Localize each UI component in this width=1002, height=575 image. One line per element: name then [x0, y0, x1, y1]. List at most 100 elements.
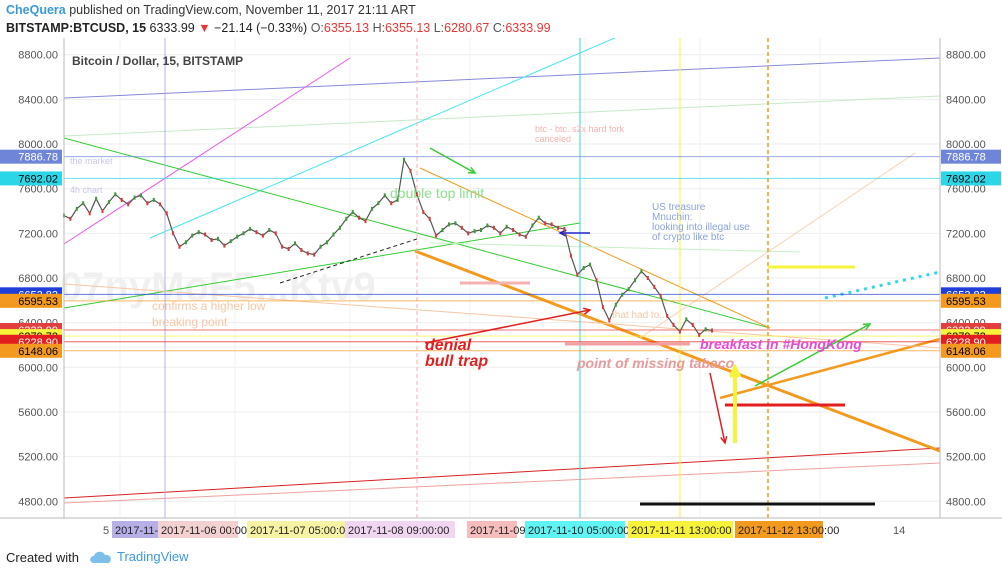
chart-svg[interactable]: 07nyMoF5...Ktv9 double top limit btc - bt…: [0, 0, 1002, 540]
y-tick-label-left: 7200.00: [18, 228, 58, 240]
trend-line: [149, 0, 705, 239]
candle-mark: [435, 233, 438, 238]
trend-line: [279, 237, 421, 284]
candle-mark: [646, 276, 649, 280]
candle-mark: [114, 192, 117, 197]
candle-mark: [499, 231, 502, 236]
y-tick-label-right: 5200.00: [946, 452, 986, 464]
y-tick-label-right: 6000.00: [946, 362, 986, 374]
candle-mark: [589, 262, 592, 267]
candle-mark: [492, 225, 495, 230]
x-range-label: 2017-11-06 00:00:00: [161, 525, 262, 537]
candle-mark: [210, 238, 213, 242]
candle-mark: [204, 232, 207, 237]
candle-mark: [95, 196, 98, 201]
arrow-head: [728, 363, 742, 378]
tradingview-cloud-icon: [90, 551, 111, 563]
trend-line: [63, 57, 941, 99]
price-label-right: 6595.53: [946, 296, 986, 308]
close-label: C:: [492, 21, 506, 35]
candle-mark: [140, 193, 142, 198]
candle-mark: [82, 201, 85, 206]
x-range-label-bg: [345, 521, 455, 538]
y-tick-label-right: 8400.00: [946, 94, 986, 106]
price-change: −21.14 (−0.33%): [214, 21, 308, 35]
candle-mark: [255, 230, 258, 235]
candle-mark: [685, 317, 688, 322]
chart-area[interactable]: 07nyMoF5...Ktv9 double top limit btc - bt…: [0, 0, 1002, 540]
candle-mark: [358, 215, 361, 220]
candle-mark: [197, 230, 200, 235]
arrow-head: [720, 436, 728, 445]
y-tick-label-right: 7200.00: [946, 228, 986, 240]
candle-mark: [518, 232, 521, 237]
candle-mark: [415, 192, 418, 197]
annotation-text: confirms a higher low: [152, 299, 266, 313]
arrow-head: [583, 307, 592, 315]
candle-mark: [672, 322, 675, 327]
candle-mark: [448, 222, 450, 227]
price-label-right-bg: [941, 293, 1001, 308]
candle-mark: [101, 209, 104, 213]
candle-mark: [576, 272, 579, 277]
y-tick-label-right: 5600.00: [946, 407, 986, 419]
price-label-left-bg: [0, 343, 62, 358]
x-range-label: 2017-11-12 13:00:00: [738, 525, 839, 537]
x-tick-label: 5: [103, 525, 109, 537]
candle-mark: [236, 234, 239, 239]
candle-mark: [473, 229, 476, 234]
author-link[interactable]: CheQuera: [6, 3, 66, 17]
publish-info: CheQuera published on TradingView.com, N…: [6, 3, 416, 17]
high-value: 6355.13: [385, 21, 431, 35]
tradingview-brand[interactable]: TradingView: [117, 549, 189, 564]
candle-mark: [666, 314, 669, 318]
candle-mark: [294, 241, 296, 246]
candle-mark: [659, 293, 662, 298]
publish-text: published on TradingView.com, November 1…: [69, 3, 416, 17]
price-label-left-bg: [0, 149, 62, 164]
candle-mark: [428, 216, 431, 221]
candle-mark: [351, 210, 354, 215]
arrow-head: [467, 166, 477, 174]
close-value: 6333.99: [505, 21, 551, 35]
candle-mark: [422, 210, 425, 215]
price-label-right-bg: [941, 149, 1001, 164]
candle-mark: [191, 233, 194, 238]
candle-mark: [159, 202, 162, 207]
candle-mark: [133, 195, 136, 200]
candle-mark: [268, 228, 271, 232]
price-label-left: 7886.78: [18, 152, 58, 164]
annotation-text: that had to...: [612, 310, 668, 321]
candle-mark: [120, 197, 123, 202]
annotation-text: of crypto like btc: [652, 232, 724, 243]
candle-mark: [531, 223, 534, 228]
y-tick-label-left: 6000.00: [18, 362, 58, 374]
header-bar: CheQuera published on TradingView.com, N…: [0, 0, 1002, 38]
price-label-right: 6148.06: [946, 346, 986, 358]
candle-mark: [313, 252, 316, 257]
candle-mark: [249, 226, 252, 231]
quote-line: BITSTAMP:BTCUSD, 15 6333.99 ▼ −21.14 (−0…: [6, 21, 551, 35]
y-tick-label-left: 8800.00: [18, 50, 58, 62]
candle-mark: [595, 278, 598, 283]
trend-line: [63, 57, 351, 245]
y-tick-label-left: 4800.00: [18, 496, 58, 508]
candle-mark: [127, 202, 130, 207]
candle-mark: [614, 302, 617, 307]
trend-line: [63, 137, 771, 329]
symbol: BITSTAMP:BTCUSD, 15: [6, 21, 147, 35]
price-label-left-bg: [0, 293, 62, 308]
candle-mark: [537, 215, 540, 220]
candle-mark: [544, 221, 547, 226]
candle-mark: [306, 251, 309, 256]
candle-mark: [332, 232, 335, 237]
candle-mark: [390, 201, 393, 206]
arrow-line: [754, 323, 871, 387]
y-tick-label-left: 6800.00: [18, 273, 58, 285]
annotation-text: breakfast in #HongKong: [700, 336, 862, 352]
arrow-line: [424, 309, 591, 344]
price-label-left: 6595.53: [18, 296, 58, 308]
x-tick-label: 14: [893, 525, 905, 537]
candle-mark: [524, 234, 527, 239]
x-range-label: 2017-11-11 13:00:00: [631, 525, 732, 537]
